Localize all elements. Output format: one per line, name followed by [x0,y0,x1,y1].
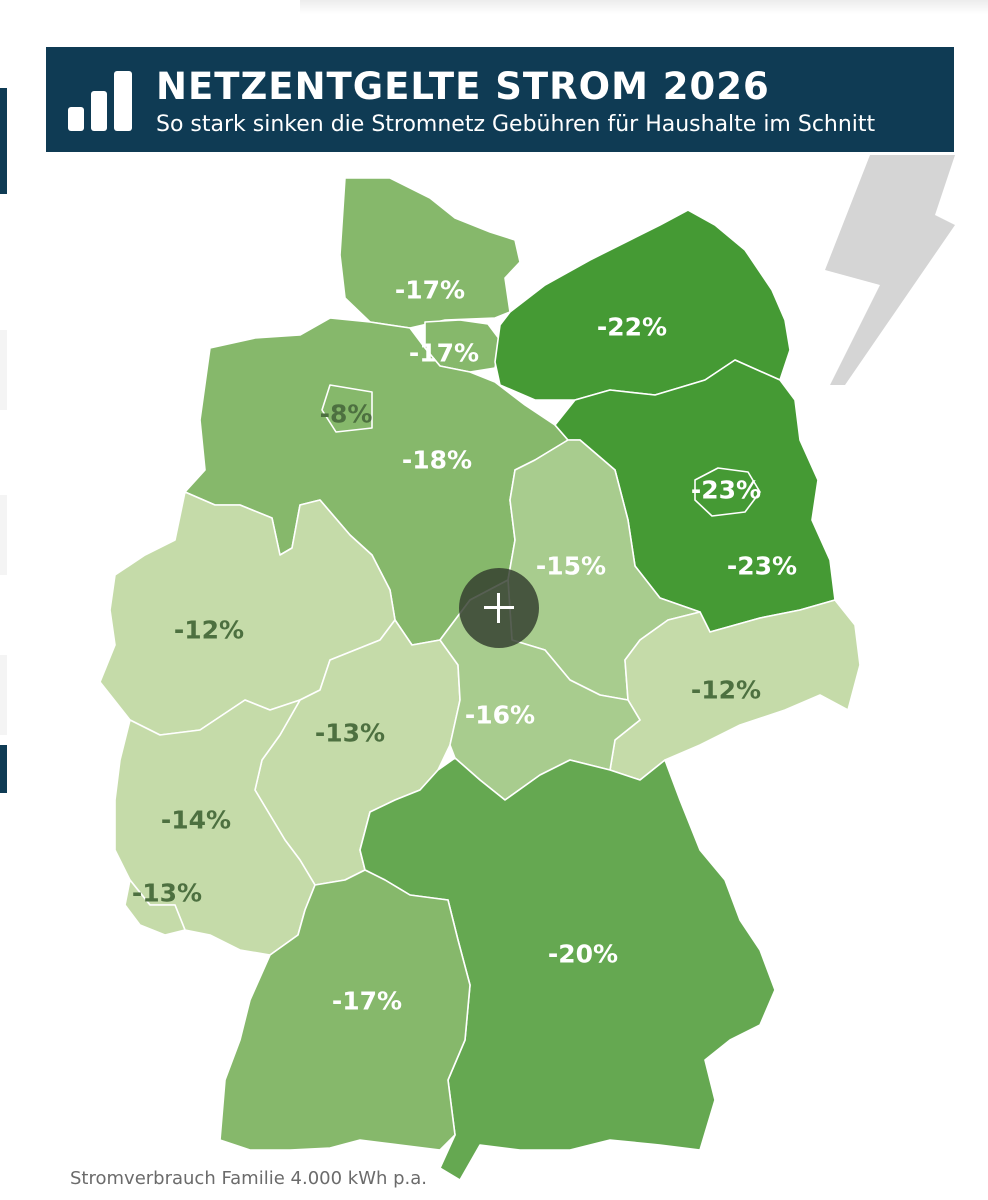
region-label-nordrhein-westfalen: -12% [173,615,245,645]
region-label-sachsen: -12% [690,675,762,705]
region-saarland [124,879,186,936]
region-label-schleswig-holstein: -17% [394,275,466,305]
footnote: Stromverbrauch Familie 4.000 kWh p.a. [70,1168,428,1189]
region-label-saarland: -13% [131,878,203,908]
zoom-in-button[interactable] [459,568,539,648]
region-label-berlin: -23% [690,475,762,505]
page-subtitle: So stark sinken die Stromnetz Gebühren f… [156,112,876,137]
region-label-brandenburg: -23% [726,551,798,581]
region-schleswig-holstein [339,177,521,329]
region-label-sachsen-anhalt: -15% [535,551,607,581]
region-label-hessen: -13% [314,718,386,748]
left-edge-tab [0,745,7,793]
bar-chart-icon [68,71,132,131]
region-label-thueringen: -16% [464,700,536,730]
left-edge-tab [0,330,7,410]
region-label-hamburg: -17% [408,338,480,368]
top-shadow [300,0,988,14]
plus-icon [484,593,514,623]
region-baden-wuerttemberg [219,869,471,1151]
region-mecklenburg-vorpommern [494,209,791,401]
page-title: NETZENTGELTE STROM 2026 [156,65,770,108]
region-berlin [694,467,761,517]
region-label-bayern: -20% [547,939,619,969]
left-edge-tab [0,495,7,575]
left-edge-tab [0,88,7,194]
left-edge-tab [0,655,7,735]
region-label-mecklenburg-vorpommern: -22% [596,312,668,342]
lightning-bolt-icon [825,155,955,385]
region-label-bremen: -8% [319,399,373,429]
infographic-header: NETZENTGELTE STROM 2026 So stark sinken … [46,47,954,152]
region-label-baden-wuerttemberg: -17% [331,986,403,1016]
region-label-rheinland-pfalz: -14% [160,805,232,835]
region-label-niedersachsen: -18% [401,445,473,475]
region-bremen [321,384,373,433]
